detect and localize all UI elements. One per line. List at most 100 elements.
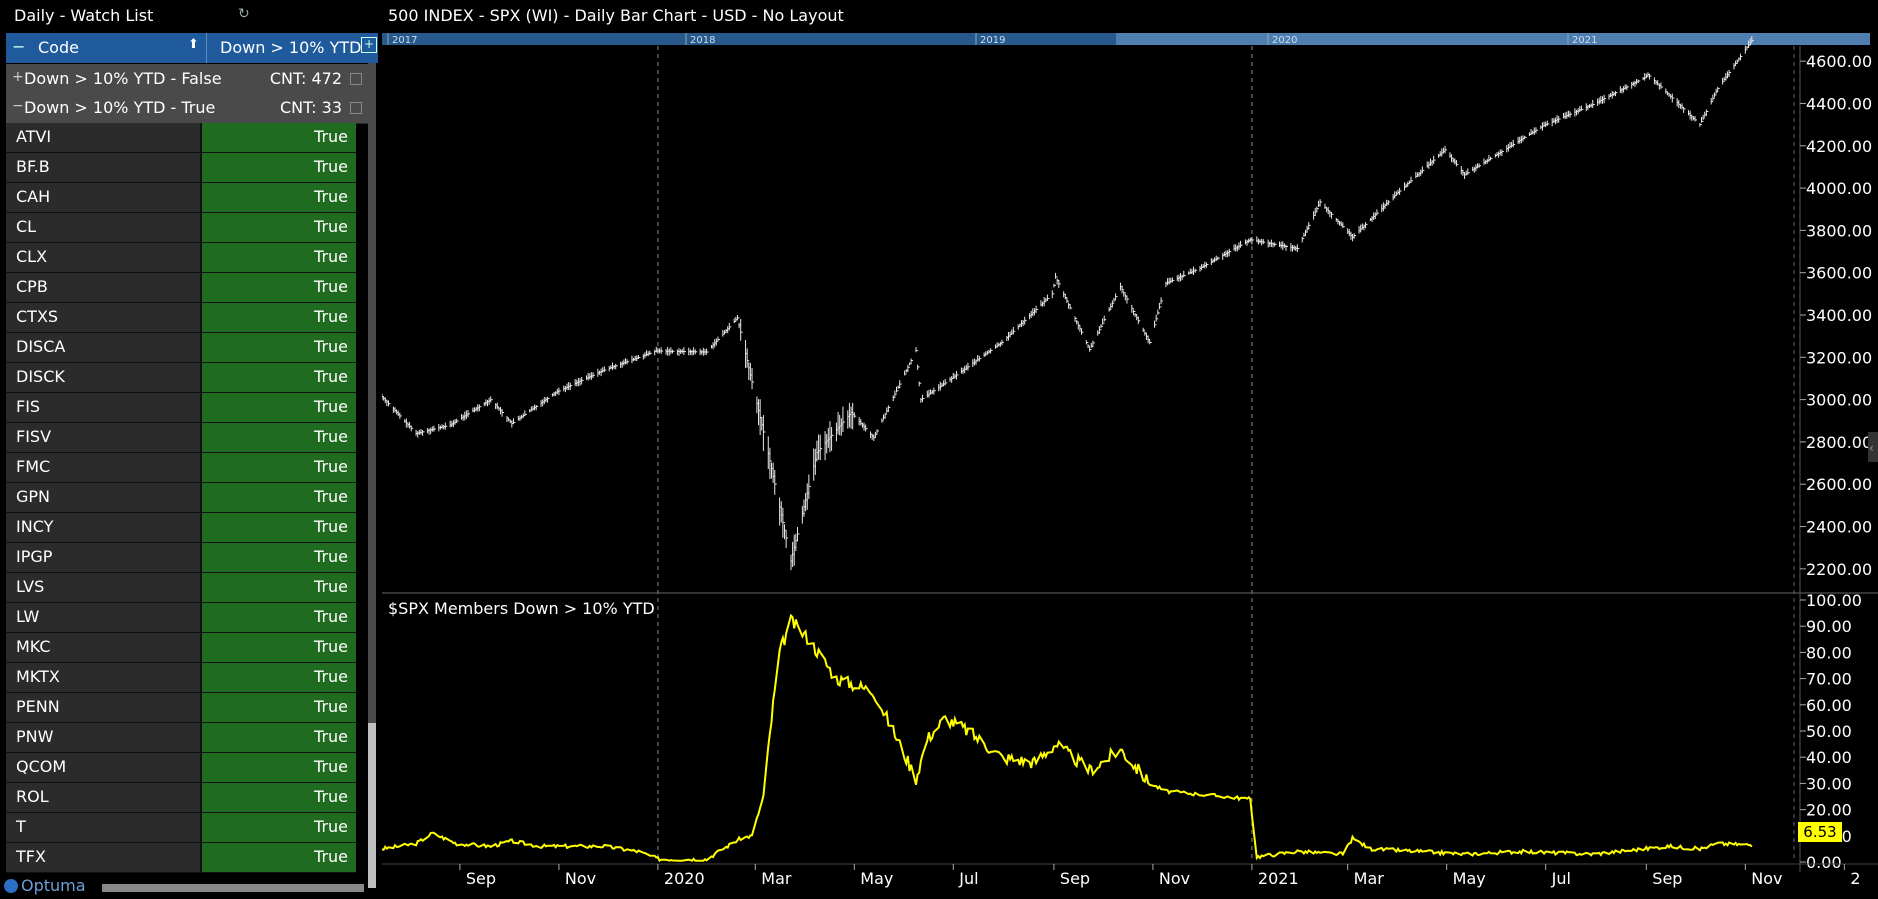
expand-icon[interactable]: +: [12, 69, 24, 85]
table-row[interactable]: LVS True: [6, 573, 356, 603]
code-cell[interactable]: CLX: [6, 243, 202, 272]
code-cell[interactable]: PNW: [6, 723, 202, 752]
value-cell[interactable]: True: [202, 843, 356, 872]
value-cell[interactable]: True: [202, 723, 356, 752]
navigator-window[interactable]: [1116, 33, 1870, 45]
code-cell[interactable]: FIS: [6, 393, 202, 422]
code-cell[interactable]: INCY: [6, 513, 202, 542]
group-copy-icon[interactable]: [350, 102, 362, 114]
table-row[interactable]: IPGP True: [6, 543, 356, 573]
code-cell[interactable]: MKC: [6, 633, 202, 662]
table-row[interactable]: PNW True: [6, 723, 356, 753]
table-row[interactable]: BF.B True: [6, 153, 356, 183]
value-cell[interactable]: True: [202, 123, 356, 152]
code-cell[interactable]: CL: [6, 213, 202, 242]
table-row[interactable]: CAH True: [6, 183, 356, 213]
code-cell[interactable]: QCOM: [6, 753, 202, 782]
table-row[interactable]: ATVI True: [6, 123, 356, 153]
value-text: True: [314, 427, 348, 446]
code-cell[interactable]: ATVI: [6, 123, 202, 152]
value-cell[interactable]: True: [202, 153, 356, 182]
table-row[interactable]: QCOM True: [6, 753, 356, 783]
value-cell[interactable]: True: [202, 753, 356, 782]
value-cell[interactable]: True: [202, 573, 356, 602]
code-cell[interactable]: FISV: [6, 423, 202, 452]
value-cell[interactable]: True: [202, 393, 356, 422]
code-cell[interactable]: DISCA: [6, 333, 202, 362]
code-cell[interactable]: CPB: [6, 273, 202, 302]
group-copy-icon[interactable]: [350, 73, 362, 85]
table-row[interactable]: LW True: [6, 603, 356, 633]
value-text: True: [314, 217, 348, 236]
value-cell[interactable]: True: [202, 633, 356, 662]
vertical-scrollbar[interactable]: [368, 63, 376, 888]
value-cell[interactable]: True: [202, 483, 356, 512]
code-cell[interactable]: LW: [6, 603, 202, 632]
table-row[interactable]: DISCA True: [6, 333, 356, 363]
value-cell[interactable]: True: [202, 273, 356, 302]
collapse-all-icon[interactable]: −: [12, 37, 26, 56]
code-cell[interactable]: CTXS: [6, 303, 202, 332]
table-row[interactable]: MKC True: [6, 633, 356, 663]
table-row[interactable]: T True: [6, 813, 356, 843]
table-row[interactable]: GPN True: [6, 483, 356, 513]
table-row[interactable]: CLX True: [6, 243, 356, 273]
price-chart[interactable]: 2017 2018 2019 2020 2021 4600.00 4400.00 4200.0…: [382, 0, 1878, 899]
table-row[interactable]: FISV True: [6, 423, 356, 453]
value-cell[interactable]: True: [202, 693, 356, 722]
panel-collapse-handle[interactable]: [1868, 432, 1878, 462]
code-cell[interactable]: CAH: [6, 183, 202, 212]
value-cell[interactable]: True: [202, 453, 356, 482]
code-cell[interactable]: DISCK: [6, 363, 202, 392]
value-cell[interactable]: True: [202, 363, 356, 392]
group-row-true[interactable]: − Down > 10% YTD - True CNT: 33: [6, 93, 368, 124]
group-row-false[interactable]: + Down > 10% YTD - False CNT: 472: [6, 64, 368, 95]
value-cell[interactable]: True: [202, 213, 356, 242]
code-cell[interactable]: PENN: [6, 693, 202, 722]
code-cell[interactable]: BF.B: [6, 153, 202, 182]
sync-icon[interactable]: ↻: [238, 6, 250, 22]
value-cell[interactable]: True: [202, 663, 356, 692]
code-cell[interactable]: GPN: [6, 483, 202, 512]
table-row[interactable]: CL True: [6, 213, 356, 243]
value-cell[interactable]: True: [202, 543, 356, 572]
table-row[interactable]: TFX True: [6, 843, 356, 873]
watch-list-title-bar: Daily - Watch List ↻: [0, 0, 378, 32]
table-row[interactable]: CPB True: [6, 273, 356, 303]
value-cell[interactable]: True: [202, 303, 356, 332]
code-cell[interactable]: IPGP: [6, 543, 202, 572]
column-divider[interactable]: [206, 33, 207, 63]
sort-ascending-icon[interactable]: ⬆: [188, 37, 199, 52]
table-row[interactable]: FIS True: [6, 393, 356, 423]
value-cell[interactable]: True: [202, 183, 356, 212]
code-cell[interactable]: ROL: [6, 783, 202, 812]
value-cell[interactable]: True: [202, 243, 356, 272]
table-row[interactable]: MKTX True: [6, 663, 356, 693]
column-header-down-10-ytd[interactable]: Down > 10% YTD: [220, 38, 362, 57]
chevron-left-icon[interactable]: ‹: [1869, 441, 1874, 455]
value-text: True: [314, 517, 348, 536]
value-cell[interactable]: True: [202, 333, 356, 362]
value-cell[interactable]: True: [202, 783, 356, 812]
code-cell[interactable]: LVS: [6, 573, 202, 602]
code-cell[interactable]: TFX: [6, 843, 202, 872]
table-row[interactable]: FMC True: [6, 453, 356, 483]
code-cell[interactable]: T: [6, 813, 202, 842]
value-cell[interactable]: True: [202, 813, 356, 842]
column-header-code[interactable]: Code: [38, 38, 79, 57]
table-row[interactable]: PENN True: [6, 693, 356, 723]
value-cell[interactable]: True: [202, 603, 356, 632]
table-row[interactable]: DISCK True: [6, 363, 356, 393]
code-cell[interactable]: FMC: [6, 453, 202, 482]
collapse-icon[interactable]: −: [12, 98, 24, 114]
add-column-icon[interactable]: +: [361, 37, 377, 53]
table-row[interactable]: INCY True: [6, 513, 356, 543]
table-row[interactable]: CTXS True: [6, 303, 356, 333]
time-axis-label: Mar: [761, 869, 792, 888]
code-cell[interactable]: MKTX: [6, 663, 202, 692]
value-cell[interactable]: True: [202, 513, 356, 542]
value-cell[interactable]: True: [202, 423, 356, 452]
scrollbar-thumb[interactable]: [368, 723, 376, 888]
table-row[interactable]: ROL True: [6, 783, 356, 813]
horizontal-scrollbar[interactable]: [102, 884, 364, 892]
